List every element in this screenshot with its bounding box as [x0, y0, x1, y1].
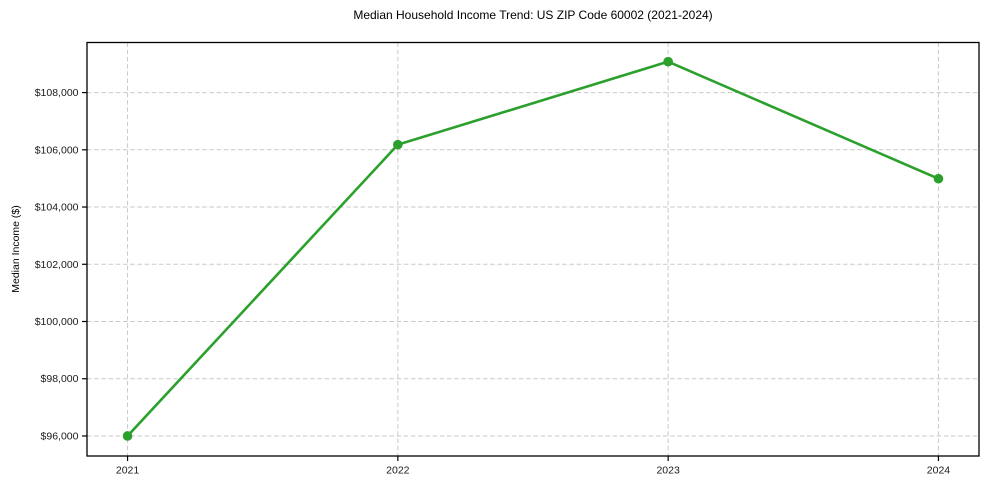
data-point-marker [933, 173, 944, 184]
y-tick-label: $102,000 [35, 259, 79, 271]
data-line [126, 60, 940, 438]
x-tick-label: 2022 [386, 465, 410, 477]
data-point-marker [122, 431, 133, 441]
y-tick-label: $104,000 [35, 202, 79, 214]
y-tick-label: $98,000 [41, 373, 79, 385]
y-tick-label: $100,000 [35, 316, 79, 328]
x-tick-label: 2021 [116, 465, 140, 477]
y-tick-label: $96,000 [41, 430, 79, 442]
x-tick-label: 2023 [656, 465, 680, 477]
y-tick-label: $108,000 [35, 87, 79, 99]
data-point-marker [663, 56, 673, 67]
y-tick-label: $106,000 [35, 144, 79, 156]
plot-border [86, 41, 980, 457]
chart-title: Median Household Income Trend: US ZIP Co… [353, 8, 713, 22]
data-point-marker [393, 139, 403, 150]
x-tick-label: 2024 [927, 465, 951, 477]
